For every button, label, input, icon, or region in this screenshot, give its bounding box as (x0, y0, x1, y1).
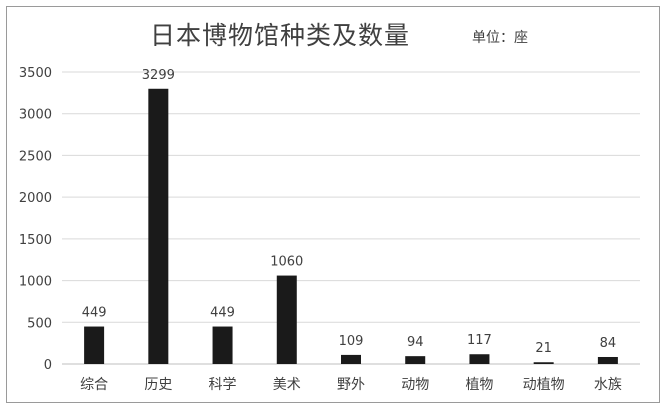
y-axis-ticks: 0 500 1000 1500 2000 2500 3000 3500 (19, 66, 52, 373)
bar (148, 88, 169, 365)
bar (405, 356, 426, 364)
x-category-label: 综合 (80, 377, 108, 393)
x-category-label: 美术 (273, 377, 301, 393)
x-category-label: 动物 (401, 377, 429, 393)
y-tick-label: 2500 (19, 149, 52, 164)
y-tick-label: 500 (27, 316, 52, 331)
data-label: 109 (339, 334, 364, 349)
bar (597, 356, 618, 364)
x-category-label: 科学 (209, 377, 237, 393)
x-category-label: 植物 (465, 377, 493, 393)
y-tick-label: 1000 (19, 275, 52, 290)
data-label: 3299 (142, 68, 175, 83)
data-label: 1060 (270, 255, 303, 270)
y-tick-label: 2000 (19, 191, 52, 206)
data-label: 21 (535, 341, 552, 356)
unit-label: 单位：座 (472, 30, 528, 46)
data-label: 449 (82, 306, 107, 321)
data-label: 449 (210, 306, 235, 321)
bar (276, 275, 297, 364)
bar (533, 362, 554, 364)
data-label: 84 (600, 336, 617, 351)
data-label: 94 (407, 335, 424, 350)
x-axis-categories: 综合 历史 科学 美术 野外 动物 植物 动植物 水族 (80, 377, 622, 393)
x-category-label: 水族 (594, 377, 622, 393)
bar (84, 326, 105, 364)
x-category-label: 动植物 (523, 377, 565, 393)
y-tick-label: 3000 (19, 108, 52, 123)
x-category-label: 野外 (337, 377, 365, 393)
bar (469, 354, 490, 364)
chart-title: 日本博物馆种类及数量 (150, 21, 411, 50)
data-labels: 449 3299 449 1060 109 94 117 21 84 (82, 68, 616, 356)
y-tick-label: 3500 (19, 66, 52, 81)
y-tick-label: 1500 (19, 233, 52, 248)
data-label: 117 (467, 333, 492, 348)
bar (341, 354, 361, 364)
y-tick-label: 0 (44, 358, 52, 373)
x-category-label: 历史 (144, 377, 172, 393)
bars (84, 88, 618, 365)
bar (212, 326, 233, 364)
